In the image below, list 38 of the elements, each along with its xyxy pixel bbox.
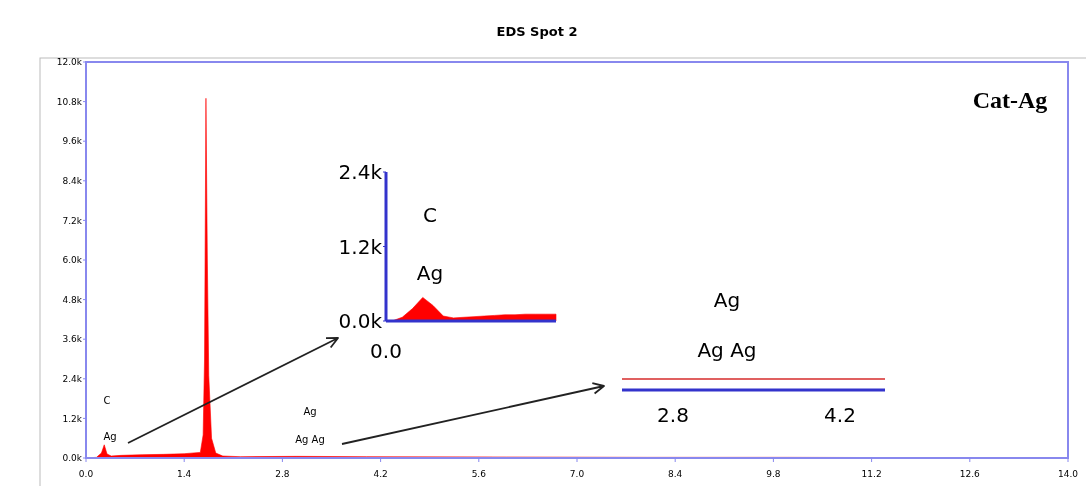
x-tick-label: 4.2 [373,469,388,479]
x-tick-label: 7.0 [569,469,585,479]
chart-title: EDS Spot 2 [496,24,578,39]
annotation: Ag Ag [697,338,757,362]
annotation: 0.0 [370,339,402,363]
x-tick-label: 8.4 [668,469,683,479]
y-tick-label: 12.0k [56,57,83,68]
y-tick-label: 0.0k [62,453,83,464]
x-tick-label: 11.2 [861,469,882,479]
annotation: Ag [303,406,317,417]
annotation: Ag Ag [295,434,325,445]
annotation: C [103,395,111,406]
annotation: Ag [103,431,117,442]
x-tick-label: 9.8 [766,469,781,479]
y-tick-label: 6.0k [62,255,83,266]
x-tick-label: 0.0 [78,469,94,479]
annotation: C [423,203,437,227]
x-tick-label: 1.4 [177,469,192,479]
annotation: Cat-Ag [972,87,1048,113]
y-tick-label: 0.0k [338,309,383,333]
x-tick-label: 2.8 [275,469,290,479]
y-tick-label: 8.4k [62,175,83,186]
annotation: Ag [416,261,444,285]
y-tick-label: 4.8k [62,294,83,305]
y-tick-label: 7.2k [62,215,83,226]
x-tick-label: 14.0 [1057,469,1079,479]
y-tick-label: 2.4k [62,373,83,384]
y-tick-label: 10.8k [56,96,83,107]
annotation: Ag [713,288,741,312]
y-tick-label: 1.2k [62,413,83,424]
x-tick-label: 12.6 [959,469,981,479]
annotation: 4.2 [824,403,856,427]
y-tick-label: 9.6k [62,136,83,147]
y-tick-label: 1.2k [338,234,383,259]
y-tick-label: 2.4k [338,160,383,184]
y-tick-label: 3.6k [62,334,83,345]
x-tick-label: 5.6 [471,469,487,479]
annotation: 2.8 [657,403,689,427]
